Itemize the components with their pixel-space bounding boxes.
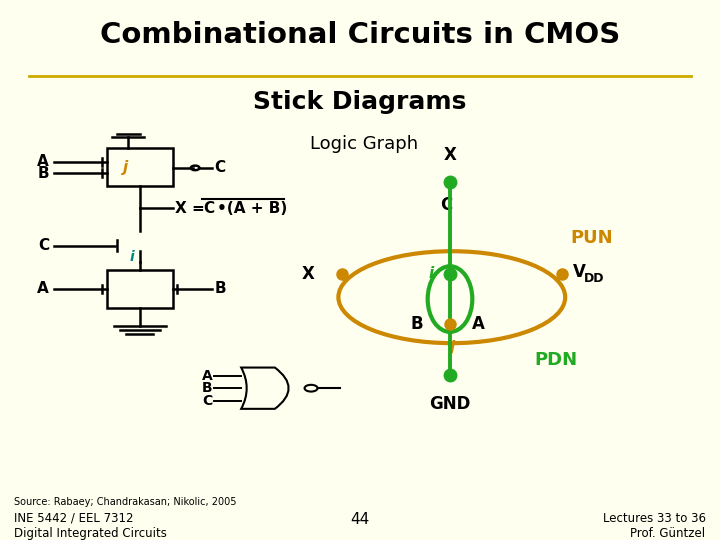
Text: C: C — [38, 238, 49, 253]
Text: A: A — [37, 154, 49, 170]
Text: Logic Graph: Logic Graph — [310, 135, 418, 153]
Text: PDN: PDN — [534, 351, 577, 369]
Text: C: C — [215, 160, 225, 176]
Bar — [107, 148, 173, 186]
Text: Combinational Circuits in CMOS: Combinational Circuits in CMOS — [100, 21, 620, 49]
Text: A: A — [472, 315, 485, 333]
Text: X =: X = — [175, 200, 210, 215]
Text: •(A + B): •(A + B) — [217, 200, 287, 215]
Text: C: C — [203, 200, 214, 215]
Text: X: X — [302, 265, 315, 283]
Text: C: C — [202, 394, 212, 408]
Bar — [107, 270, 173, 307]
Text: PUN: PUN — [570, 229, 613, 247]
Text: Source: Rabaey; Chandrakasan; Nikolic, 2005: Source: Rabaey; Chandrakasan; Nikolic, 2… — [14, 497, 237, 507]
Text: DD: DD — [584, 272, 604, 285]
Text: j: j — [450, 340, 456, 355]
Text: X: X — [444, 146, 456, 164]
Text: i: i — [429, 266, 434, 281]
Text: j: j — [122, 160, 128, 176]
Text: Lectures 33 to 36
Prof. Güntzel: Lectures 33 to 36 Prof. Güntzel — [603, 512, 706, 540]
Text: i: i — [130, 250, 134, 264]
Text: B: B — [215, 281, 226, 296]
Text: B: B — [410, 315, 423, 333]
Text: B: B — [202, 381, 212, 395]
Text: V: V — [573, 263, 586, 281]
Text: 44: 44 — [351, 512, 369, 527]
Text: A: A — [37, 281, 49, 296]
Text: A: A — [202, 369, 212, 383]
Text: Stick Diagrams: Stick Diagrams — [253, 90, 467, 114]
Text: GND: GND — [429, 395, 471, 413]
Text: INE 5442 / EEL 7312
Digital Integrated Circuits: INE 5442 / EEL 7312 Digital Integrated C… — [14, 512, 167, 540]
Text: C: C — [440, 197, 453, 214]
Text: B: B — [37, 166, 49, 181]
